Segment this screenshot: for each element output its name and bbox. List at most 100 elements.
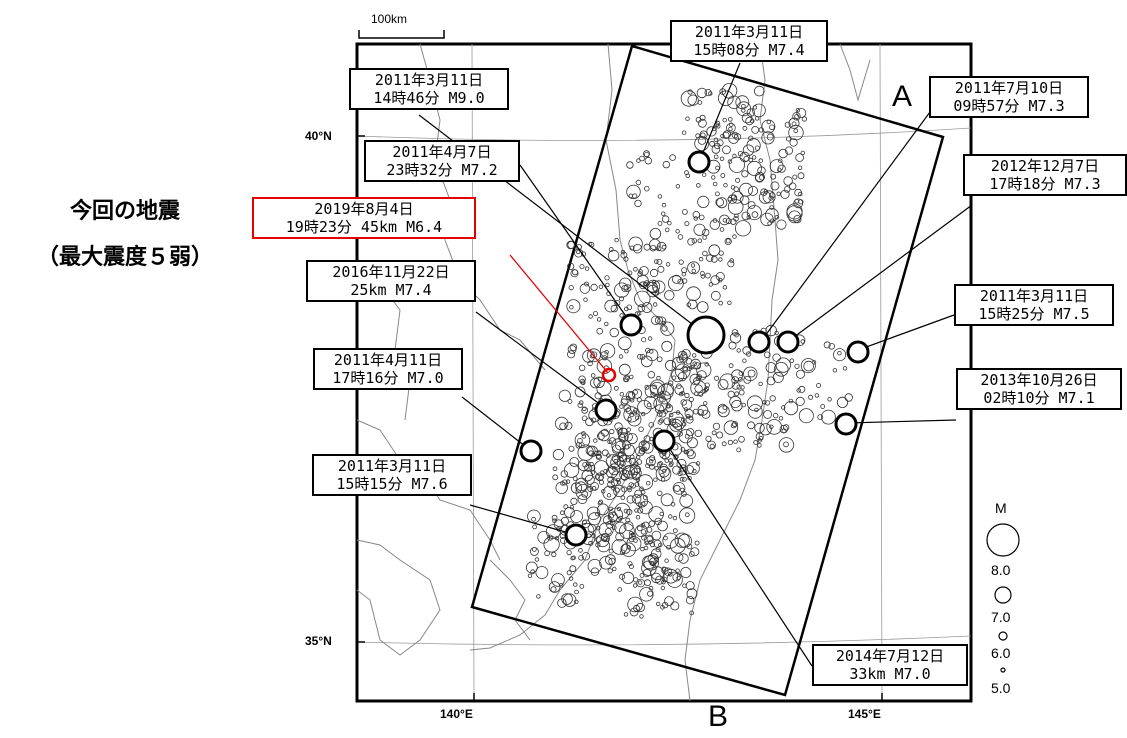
small-event (611, 470, 623, 482)
small-event (566, 570, 572, 576)
small-event (536, 594, 541, 599)
small-event (639, 587, 654, 602)
small-event (702, 228, 710, 236)
small-event (734, 220, 752, 237)
small-event (725, 238, 731, 244)
small-event (698, 391, 704, 397)
small-event (715, 165, 720, 171)
small-event (780, 189, 790, 199)
small-event (617, 427, 629, 438)
small-event (798, 408, 814, 424)
small-event (793, 198, 804, 209)
small-event (527, 573, 533, 578)
small-event (617, 587, 622, 592)
small-event (618, 433, 626, 442)
small-event (696, 301, 709, 313)
small-event (641, 560, 657, 577)
small-event (693, 216, 698, 221)
small-event (685, 596, 695, 605)
section-end-a: A (892, 80, 913, 113)
small-event (657, 490, 663, 496)
small-event (669, 154, 676, 161)
small-event (654, 290, 660, 296)
small-event (795, 396, 805, 406)
small-event (621, 395, 630, 405)
small-event (713, 154, 719, 160)
callout-2011-03-11-1508: 2011年3月11日 15時08分 M7.4 (670, 20, 828, 62)
small-event (639, 353, 646, 360)
small-event (686, 588, 698, 600)
small-event (670, 601, 680, 611)
small-event (585, 461, 591, 467)
small-event (795, 153, 804, 162)
small-event (797, 165, 803, 170)
small-event (758, 191, 772, 204)
small-event (720, 133, 725, 139)
small-event (659, 395, 666, 403)
small-event (584, 266, 590, 271)
small-event (608, 557, 616, 565)
small-event (635, 446, 646, 457)
small-event (628, 236, 643, 252)
small-event (644, 534, 654, 545)
small-event (661, 325, 668, 332)
small-event (623, 465, 638, 480)
small-event (742, 144, 755, 156)
small-event (555, 481, 568, 495)
small-event (716, 431, 724, 439)
small-event (682, 208, 688, 215)
small-event (738, 377, 743, 382)
small-event (842, 366, 848, 371)
small-event (718, 300, 723, 306)
small-event (639, 573, 645, 578)
small-event (574, 386, 586, 398)
small-event (680, 399, 687, 406)
scale-bar (358, 30, 445, 39)
small-event (569, 457, 580, 467)
small-event (630, 532, 636, 537)
small-event (675, 229, 680, 234)
small-event (629, 607, 639, 617)
small-event (623, 612, 629, 617)
small-event (685, 415, 694, 424)
small-event (639, 155, 645, 162)
small-event (561, 593, 573, 605)
small-event (748, 135, 754, 141)
small-event (702, 172, 707, 177)
event-m7.1-2013-10-26 (834, 412, 858, 436)
small-event (703, 401, 708, 406)
small-event (706, 254, 714, 262)
small-event (715, 271, 725, 281)
small-event (745, 116, 754, 126)
small-event (578, 375, 586, 383)
small-event (692, 361, 698, 367)
small-event (628, 470, 633, 475)
small-event (747, 421, 755, 430)
small-event (604, 275, 610, 281)
small-event (694, 429, 702, 438)
small-event (704, 89, 712, 97)
small-event (575, 481, 587, 494)
small-event (695, 133, 701, 139)
small-event (552, 448, 565, 461)
small-event (618, 463, 624, 468)
small-event (563, 462, 580, 478)
small-event (727, 199, 744, 215)
small-event (796, 108, 807, 118)
small-event (612, 566, 617, 572)
small-event (640, 546, 645, 552)
small-event (647, 371, 655, 379)
event-m9.0-2011-03-11-1446 (686, 315, 726, 355)
small-event (716, 197, 728, 209)
small-event (714, 375, 720, 381)
small-event (564, 507, 575, 518)
small-event (676, 458, 687, 469)
small-event (664, 458, 669, 463)
small-event (681, 267, 688, 274)
small-event (641, 411, 646, 417)
callout-2013-10-26: 2013年10月26日 02時10分 M7.1 (956, 368, 1122, 410)
small-event (578, 548, 583, 553)
small-event (675, 184, 681, 189)
small-event (641, 441, 646, 446)
small-event (678, 507, 696, 524)
